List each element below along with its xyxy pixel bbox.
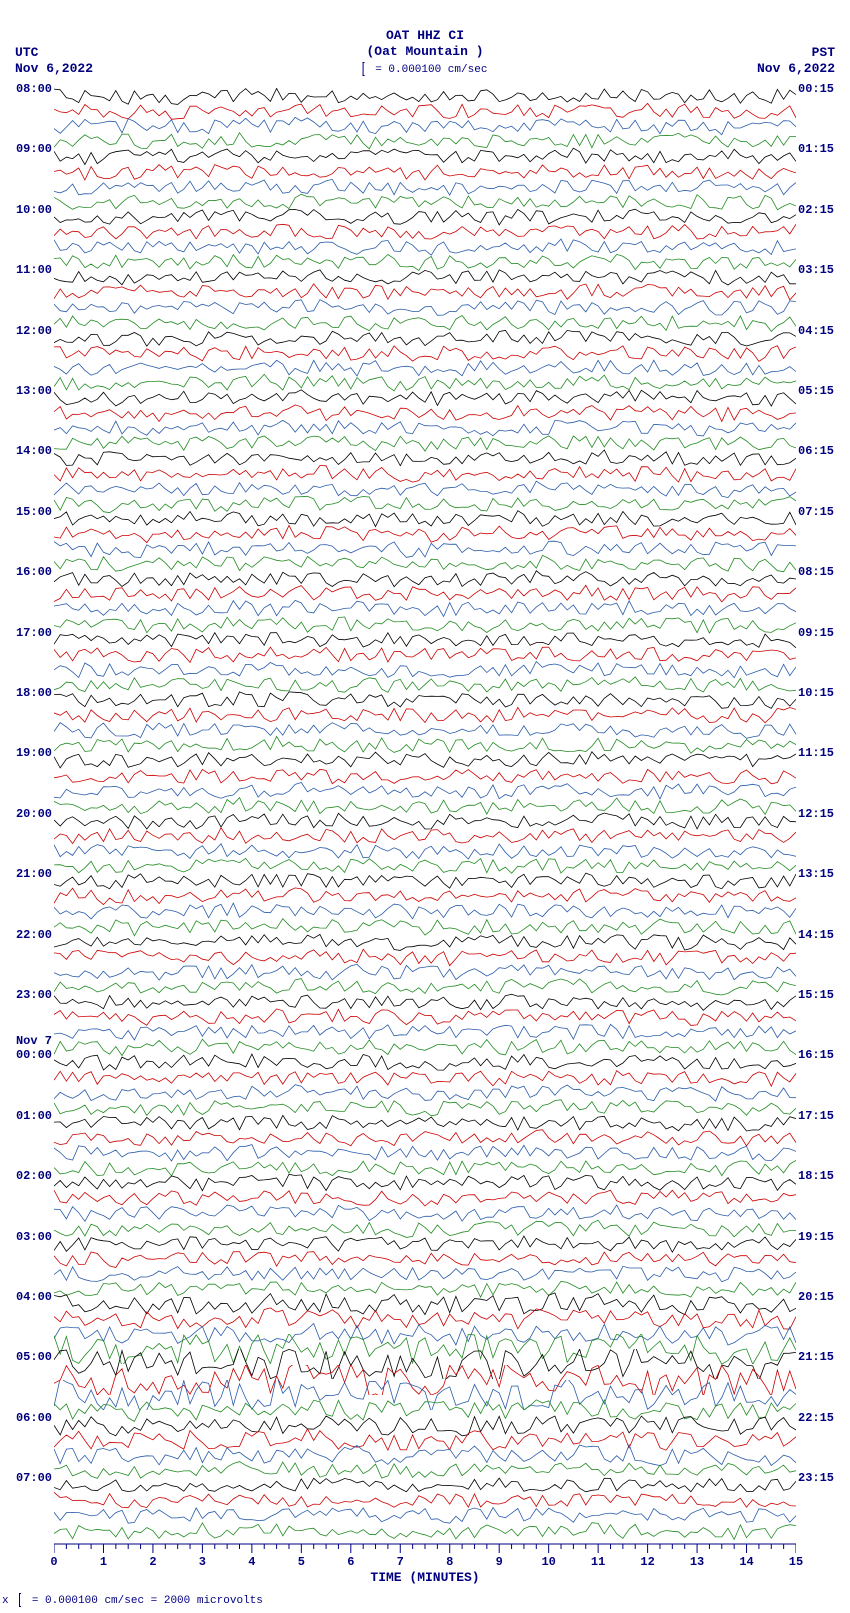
x-tick-label: 2 (149, 1555, 156, 1569)
utc-time-labels: 08:0009:0010:0011:0012:0013:0014:0015:00… (0, 88, 54, 1543)
pst-hour-label: 16:15 (798, 1048, 834, 1062)
utc-hour-label: 07:00 (16, 1471, 52, 1485)
pst-hour-label: 12:15 (798, 807, 834, 821)
utc-hour-label: 19:00 (16, 746, 52, 760)
x-tick-label: 6 (347, 1555, 354, 1569)
x-axis: 0123456789101112131415 TIME (MINUTES) (54, 1543, 796, 1575)
utc-date-break: Nov 7 (16, 1034, 52, 1048)
pst-hour-label: 19:15 (798, 1230, 834, 1244)
pst-hour-label: 20:15 (798, 1290, 834, 1304)
pst-hour-label: 18:15 (798, 1169, 834, 1183)
pst-hour-label: 07:15 (798, 505, 834, 519)
pst-hour-label: 08:15 (798, 565, 834, 579)
utc-hour-label: 14:00 (16, 444, 52, 458)
header: UTC Nov 6,2022 OAT HHZ CI (Oat Mountain … (0, 0, 850, 85)
pst-hour-label: 21:15 (798, 1350, 834, 1364)
pst-hour-label: 02:15 (798, 203, 834, 217)
x-tick-label: 5 (298, 1555, 305, 1569)
utc-hour-label: 08:00 (16, 82, 52, 96)
date-right-label: Nov 6,2022 (757, 61, 835, 77)
x-axis-label: TIME (MINUTES) (54, 1570, 796, 1585)
pst-hour-label: 10:15 (798, 686, 834, 700)
utc-hour-label: 09:00 (16, 142, 52, 156)
pst-time-labels: 00:1501:1502:1503:1504:1505:1506:1507:15… (796, 88, 850, 1543)
tz-left-label: UTC (15, 45, 93, 61)
utc-hour-label: 13:00 (16, 384, 52, 398)
location-label: (Oat Mountain ) (366, 44, 483, 60)
header-scale: = 0.000100 cm/sec (363, 62, 488, 76)
scale-bar-icon (363, 62, 365, 76)
x-tick-label: 8 (446, 1555, 453, 1569)
utc-hour-label: 04:00 (16, 1290, 52, 1304)
footer-scale: x = 0.000100 cm/sec = 2000 microvolts (2, 1593, 263, 1607)
pst-hour-label: 06:15 (798, 444, 834, 458)
pst-hour-label: 03:15 (798, 263, 834, 277)
utc-hour-label: 10:00 (16, 203, 52, 217)
utc-hour-label: 17:00 (16, 626, 52, 640)
utc-hour-label: 16:00 (16, 565, 52, 579)
x-tick-label: 7 (397, 1555, 404, 1569)
utc-hour-label: 20:00 (16, 807, 52, 821)
header-center: OAT HHZ CI (Oat Mountain ) (366, 28, 483, 59)
utc-hour-label: 22:00 (16, 928, 52, 942)
utc-hour-label: 15:00 (16, 505, 52, 519)
x-tick-label: 9 (496, 1555, 503, 1569)
utc-hour-label: 06:00 (16, 1411, 52, 1425)
footer-prefix: x (2, 1595, 9, 1607)
utc-hour-label: 11:00 (16, 263, 52, 277)
header-left-tz: UTC Nov 6,2022 (15, 45, 93, 76)
scale-bar-icon (19, 1593, 21, 1607)
pst-hour-label: 05:15 (798, 384, 834, 398)
x-tick-label: 15 (789, 1555, 803, 1569)
pst-hour-label: 14:15 (798, 928, 834, 942)
x-tick-label: 3 (199, 1555, 206, 1569)
helicorder-plot (54, 88, 796, 1543)
x-tick-label: 0 (50, 1555, 57, 1569)
x-tick-label: 14 (739, 1555, 753, 1569)
pst-hour-label: 13:15 (798, 867, 834, 881)
pst-hour-label: 15:15 (798, 988, 834, 1002)
utc-hour-label: 00:00 (16, 1048, 52, 1062)
pst-hour-label: 09:15 (798, 626, 834, 640)
utc-hour-label: 03:00 (16, 1230, 52, 1244)
utc-hour-label: 12:00 (16, 324, 52, 338)
x-tick-label: 13 (690, 1555, 704, 1569)
utc-hour-label: 05:00 (16, 1350, 52, 1364)
x-tick-label: 10 (541, 1555, 555, 1569)
pst-hour-label: 17:15 (798, 1109, 834, 1123)
scale-text: = 0.000100 cm/sec (375, 64, 487, 76)
pst-hour-label: 01:15 (798, 142, 834, 156)
header-right-tz: PST Nov 6,2022 (757, 45, 835, 76)
utc-hour-label: 01:00 (16, 1109, 52, 1123)
footer-text: = 0.000100 cm/sec = 2000 microvolts (32, 1595, 263, 1607)
utc-hour-label: 21:00 (16, 867, 52, 881)
pst-hour-label: 22:15 (798, 1411, 834, 1425)
trace-row (54, 1523, 796, 1538)
station-label: OAT HHZ CI (366, 28, 483, 44)
x-tick-label: 4 (248, 1555, 255, 1569)
pst-hour-label: 00:15 (798, 82, 834, 96)
pst-hour-label: 11:15 (798, 746, 834, 760)
date-left-label: Nov 6,2022 (15, 61, 93, 77)
utc-hour-label: 02:00 (16, 1169, 52, 1183)
tz-right-label: PST (757, 45, 835, 61)
x-tick-label: 11 (591, 1555, 605, 1569)
x-tick-label: 1 (100, 1555, 107, 1569)
x-tick-label: 12 (640, 1555, 654, 1569)
pst-hour-label: 04:15 (798, 324, 834, 338)
utc-hour-label: 18:00 (16, 686, 52, 700)
utc-hour-label: 23:00 (16, 988, 52, 1002)
pst-hour-label: 23:15 (798, 1471, 834, 1485)
